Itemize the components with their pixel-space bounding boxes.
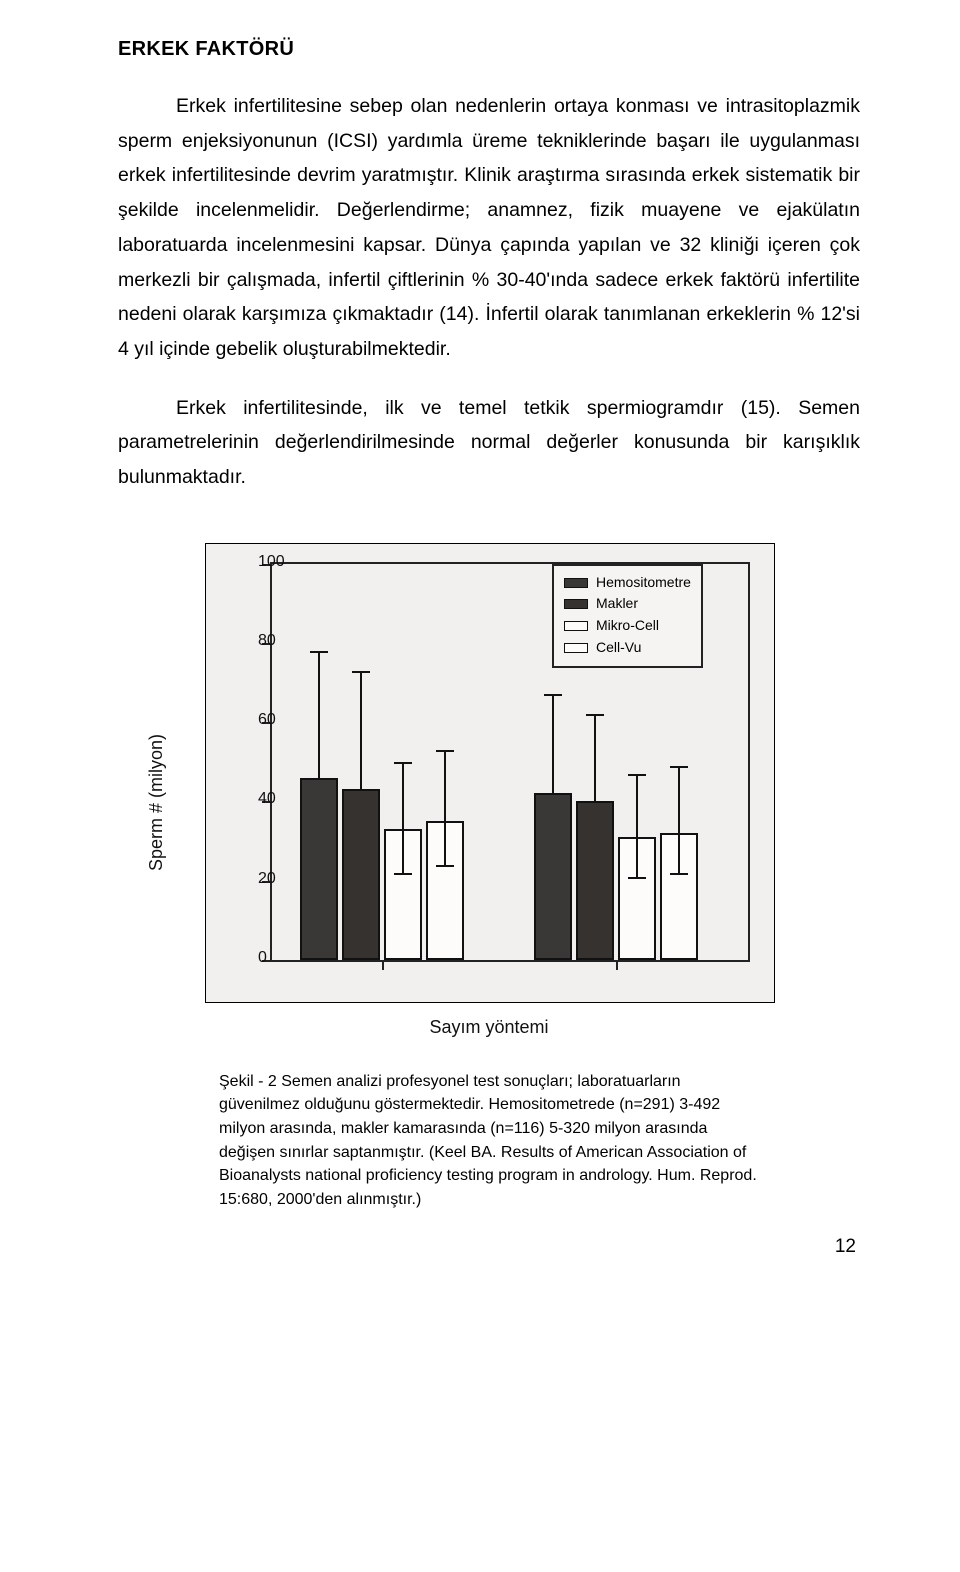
chart-frame: HemositometreMaklerMikro-CellCell-Vu Spe… [205, 543, 775, 1003]
chart-error-cap [544, 793, 562, 795]
chart-error-bar [402, 762, 404, 873]
chart-y-tick-label: 0 [258, 949, 270, 967]
chart-legend-label: Cell-Vu [596, 637, 641, 659]
chart-legend-item: Makler [564, 593, 691, 615]
figure-caption: Şekil - 2 Semen analizi profesyonel test… [219, 1070, 759, 1212]
page: ERKEK FAKTÖRÜ Erkek infertilitesine sebe… [0, 0, 960, 1298]
chart-error-bar [636, 774, 638, 877]
paragraph-2: Erkek infertilitesinde, ilk ve temel tet… [118, 391, 860, 495]
chart-legend-swatch [564, 599, 588, 609]
chart-error-bar [444, 750, 446, 865]
chart-error-cap [436, 750, 454, 752]
chart-error-cap [310, 651, 328, 653]
chart-legend-item: Hemositometre [564, 572, 691, 594]
chart-error-cap [628, 774, 646, 776]
chart-bar [534, 793, 572, 959]
chart-legend-item: Cell-Vu [564, 637, 691, 659]
chart-error-cap [670, 766, 688, 768]
chart-error-cap [352, 671, 370, 673]
chart-error-cap [670, 873, 688, 875]
chart-y-tick-label: 40 [258, 790, 270, 808]
section-heading: ERKEK FAKTÖRÜ [118, 38, 860, 61]
chart-y-tick-label: 80 [258, 632, 270, 650]
chart-legend-swatch [564, 578, 588, 588]
chart-y-axis-title: Sperm # (milyon) [146, 734, 167, 871]
chart-error-bar [678, 766, 680, 873]
chart-error-cap [436, 865, 454, 867]
chart-y-tick-label: 20 [258, 870, 270, 888]
chart-x-tick [616, 960, 618, 970]
chart-error-bar [360, 671, 362, 790]
chart-error-cap [628, 877, 646, 879]
chart-legend-item: Mikro-Cell [564, 615, 691, 637]
page-number: 12 [118, 1236, 860, 1258]
chart-error-bar [552, 694, 554, 793]
chart-error-cap [394, 762, 412, 764]
chart-error-cap [310, 778, 328, 780]
chart-y-tick-label: 60 [258, 711, 270, 729]
chart-y-tick-label: 100 [258, 553, 270, 571]
chart-error-cap [586, 801, 604, 803]
chart-container: HemositometreMaklerMikro-CellCell-Vu Spe… [205, 543, 773, 1038]
chart-legend-swatch [564, 643, 588, 653]
chart-error-cap [394, 873, 412, 875]
chart-legend-label: Hemositometre [596, 572, 691, 594]
chart-error-bar [318, 651, 320, 778]
chart-x-tick [382, 960, 384, 970]
chart-x-axis-title: Sayım yöntemi [205, 1017, 773, 1038]
chart-legend-label: Makler [596, 593, 638, 615]
chart-error-cap [544, 694, 562, 696]
chart-legend-swatch [564, 621, 588, 631]
chart-bar [342, 789, 380, 959]
chart-error-bar [594, 714, 596, 801]
chart-error-cap [586, 714, 604, 716]
chart-legend-label: Mikro-Cell [596, 615, 659, 637]
chart-error-cap [352, 789, 370, 791]
chart-bar [300, 778, 338, 960]
chart-legend: HemositometreMaklerMikro-CellCell-Vu [552, 564, 703, 669]
chart-bar [576, 801, 614, 959]
paragraph-1: Erkek infertilitesine sebep olan nedenle… [118, 89, 860, 367]
